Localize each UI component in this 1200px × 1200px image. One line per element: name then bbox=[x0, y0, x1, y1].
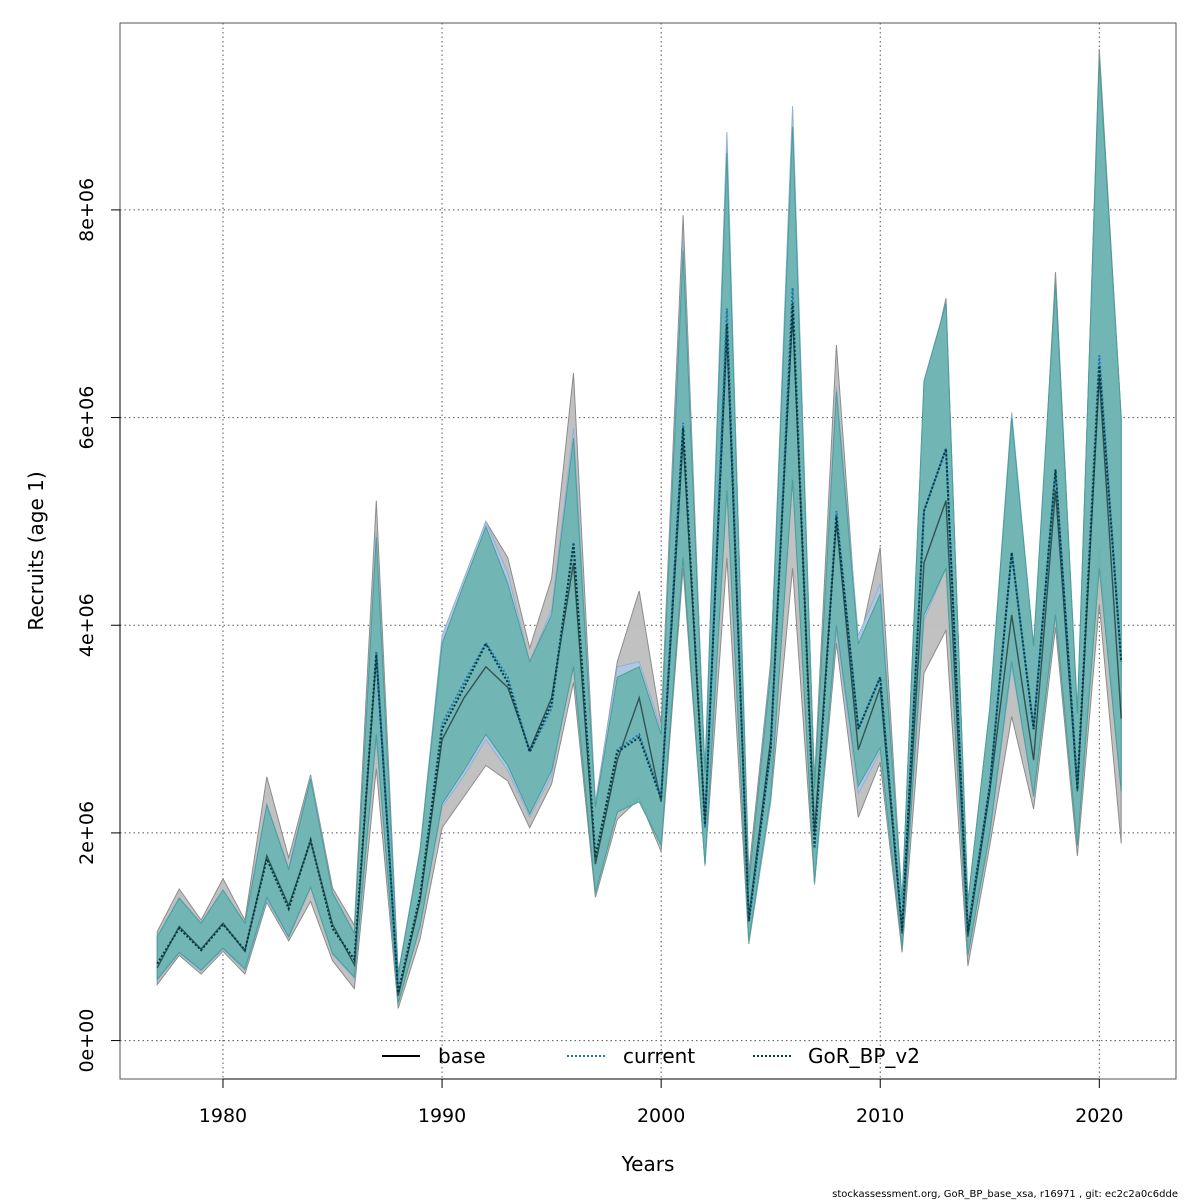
x-tick-label: 1980 bbox=[199, 1105, 247, 1127]
line-GoR_BP_v2 bbox=[156, 303, 1123, 994]
y-tick-label: 0e+00 bbox=[76, 1009, 98, 1073]
legend-label-GoR_BP_v2: GoR_BP_v2 bbox=[808, 1044, 920, 1068]
y-tick-label: 8e+06 bbox=[76, 178, 98, 242]
x-tick-label: 2020 bbox=[1075, 1105, 1123, 1127]
confidence-bands bbox=[156, 48, 1122, 1009]
x-tick-label: 2000 bbox=[637, 1105, 685, 1127]
line-current bbox=[156, 287, 1123, 993]
x-axis: 1980 1990 2000 2010 2020 bbox=[199, 1078, 1123, 1127]
y-axis: 0e+00 2e+06 4e+06 6e+06 8e+06 bbox=[76, 178, 121, 1073]
band-GoR_BP_v2 bbox=[156, 59, 1122, 1004]
legend: base current GoR_BP_v2 bbox=[382, 1044, 920, 1068]
footer-note: stockassessment.org, GoR_BP_base_xsa, r1… bbox=[832, 1189, 1178, 1200]
y-tick-label: 6e+06 bbox=[76, 386, 98, 450]
y-tick-label: 4e+06 bbox=[76, 593, 98, 657]
y-axis-title: Recruits (age 1) bbox=[24, 471, 48, 630]
x-tick-label: 1990 bbox=[418, 1105, 466, 1127]
x-tick-label: 2010 bbox=[856, 1105, 904, 1127]
legend-label-current: current bbox=[623, 1044, 695, 1068]
y-tick-label: 2e+06 bbox=[76, 801, 98, 865]
x-axis-title: Years bbox=[621, 1152, 675, 1176]
legend-label-base: base bbox=[438, 1044, 486, 1068]
series-lines bbox=[156, 287, 1123, 997]
